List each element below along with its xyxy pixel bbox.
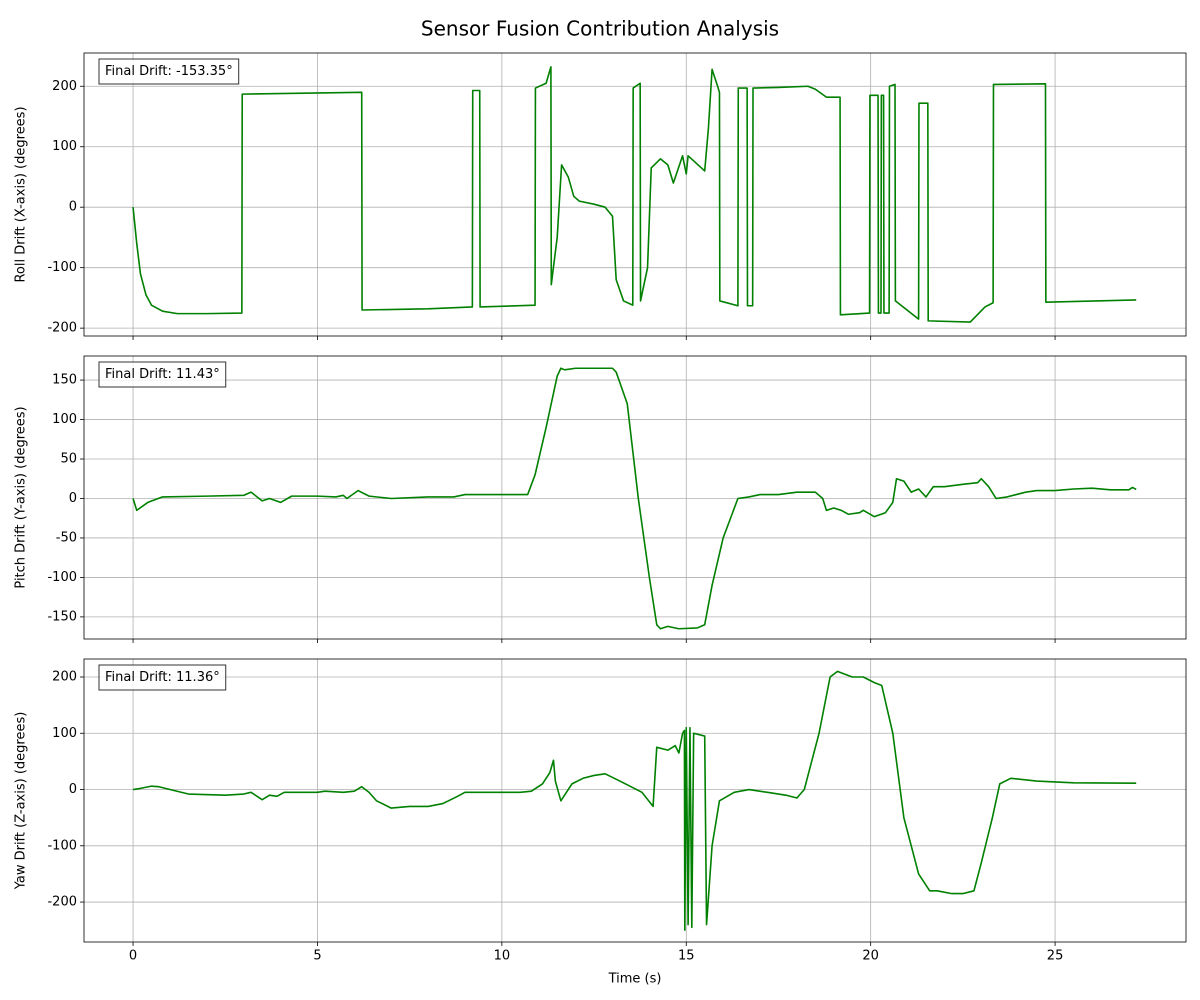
y-axis-label: Roll Drift (X-axis) (degrees) (14, 106, 29, 282)
y-tick-label: 100 (52, 412, 77, 427)
figure-title: Sensor Fusion Contribution Analysis (421, 17, 779, 41)
x-tick-label: 15 (678, 949, 695, 964)
annotation-text: Final Drift: 11.36° (105, 670, 220, 685)
y-tick-label: -200 (47, 321, 77, 336)
y-tick-label: 150 (52, 373, 77, 388)
annotation-text: Final Drift: 11.43° (105, 367, 220, 382)
data-line (132, 367, 1137, 630)
annotation: Final Drift: 11.43° (98, 361, 227, 388)
subplot: -150 -100 -50 0 50 100 150 Pitch Drift (Y-axis)… (14, 355, 1187, 643)
annotation: Final Drift: -153.35° (98, 58, 240, 85)
subplot: -200 -100 0 100 200 Roll Drift (X-axis) (degr… (14, 52, 1187, 340)
annotation-box (98, 58, 240, 85)
y-tick-label: -50 (56, 530, 77, 545)
y-tick-label: -200 (47, 895, 77, 910)
annotation-box (98, 361, 227, 388)
data-line (132, 66, 1137, 323)
x-tick-label: 0 (129, 949, 137, 964)
x-axis-label: Time (s) (608, 972, 662, 987)
y-tick-label: -100 (47, 570, 77, 585)
x-tick-label: 25 (1047, 949, 1064, 964)
y-tick-label: -100 (47, 260, 77, 275)
y-tick-label: 100 (52, 726, 77, 741)
y-axis-label: Yaw Drift (Z-axis) (degrees) (14, 712, 29, 891)
y-tick-label: 0 (69, 491, 77, 506)
y-tick-label: -100 (47, 838, 77, 853)
axes-frame (83, 52, 1187, 337)
subplot: 0 5 10 15 20 25 -200 -100 0 100 200 Yaw Drift (Z-ax… (14, 658, 1187, 987)
axes-frame (83, 658, 1187, 943)
data-line (132, 670, 1137, 931)
annotation-text: Final Drift: -153.35° (105, 64, 233, 79)
y-tick-label: 100 (52, 139, 77, 154)
y-tick-label: 50 (60, 452, 77, 467)
x-tick-label: 10 (494, 949, 511, 964)
annotation: Final Drift: 11.36° (98, 664, 227, 691)
axes-frame (83, 355, 1187, 640)
y-tick-label: 0 (69, 200, 77, 215)
y-tick-label: -150 (47, 609, 77, 624)
x-tick-label: 5 (313, 949, 321, 964)
x-tick-label: 20 (862, 949, 879, 964)
y-tick-label: 200 (52, 670, 77, 685)
y-axis-label: Pitch Drift (Y-axis) (degrees) (14, 406, 29, 588)
y-tick-label: 200 (52, 79, 77, 94)
annotation-box (98, 664, 227, 691)
y-tick-label: 0 (69, 782, 77, 797)
